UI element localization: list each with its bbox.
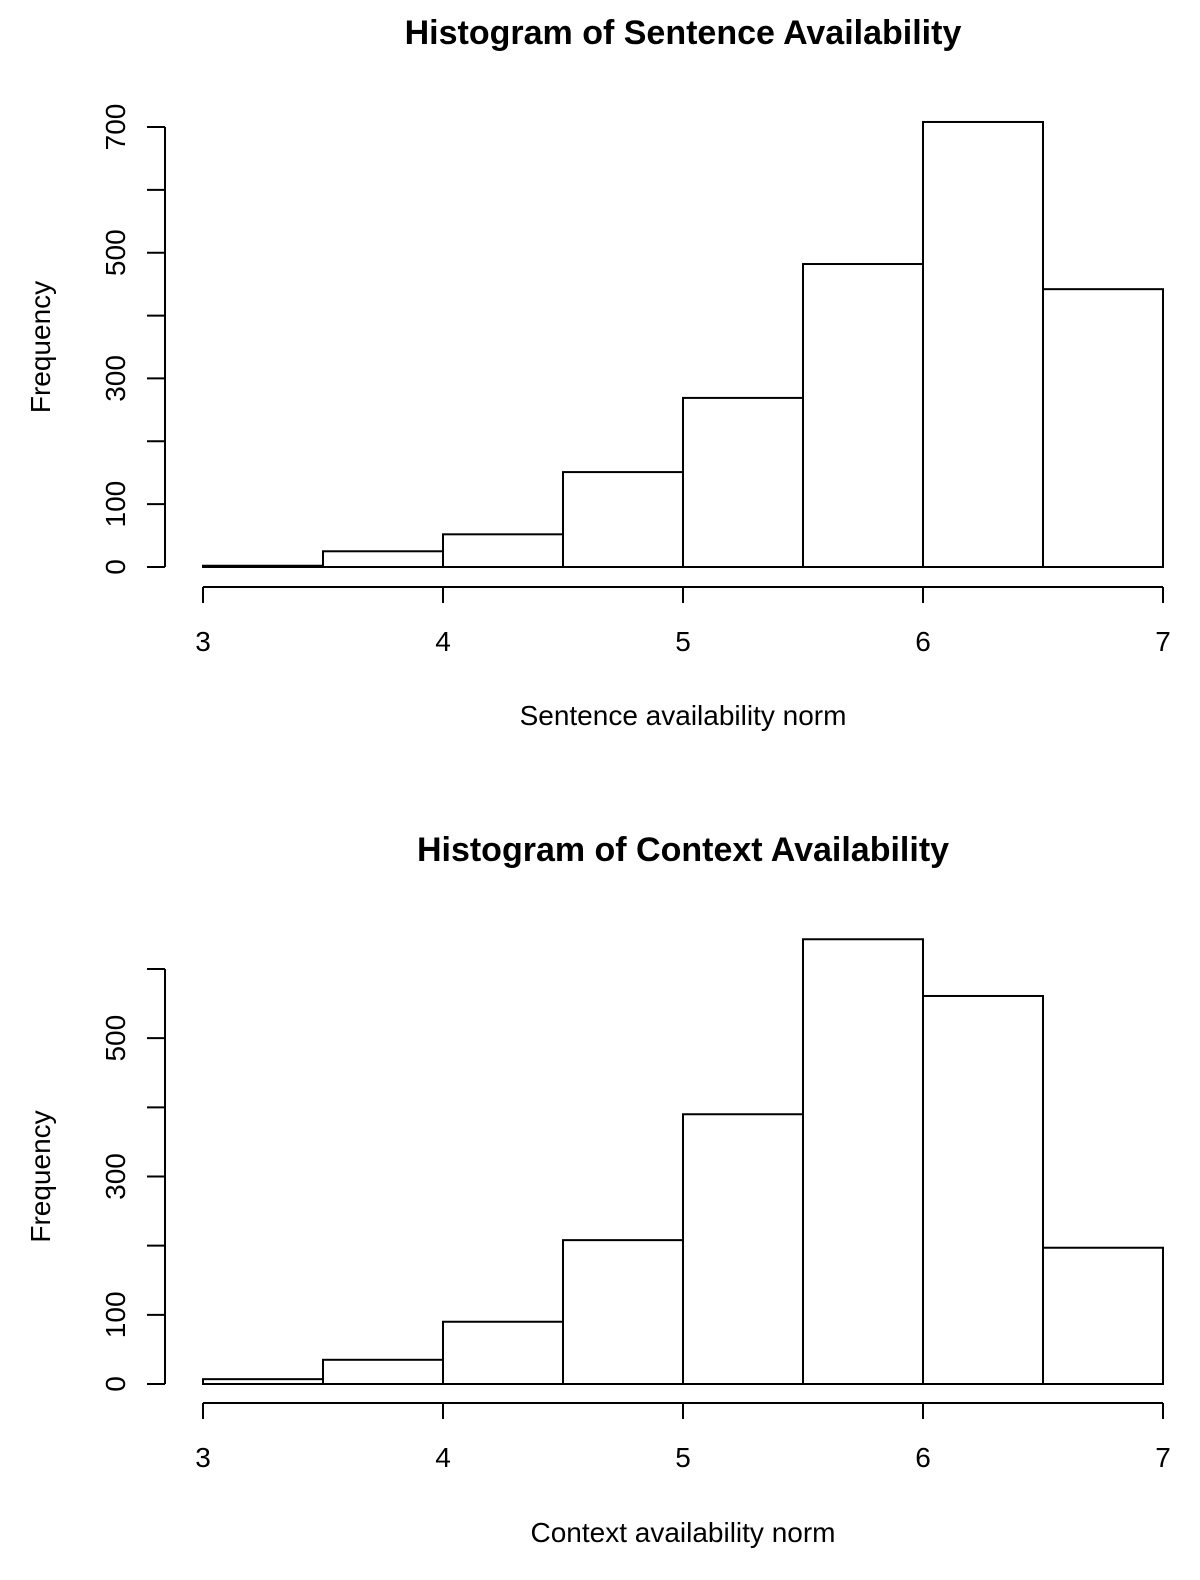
y-tick-label: 300 [100,355,131,402]
histogram-bar [1042,1246,1164,1386]
histogram-bar [922,120,1044,568]
histogram-bar [1042,288,1164,568]
y-tick-label: 100 [100,481,131,528]
histogram-bar [562,1239,684,1385]
histogram-bar [682,396,804,568]
x-tick-label: 6 [915,1442,931,1473]
x-axis-label: Sentence availability norm [520,700,847,731]
y-tick-label: 500 [100,229,131,276]
x-tick-label: 4 [435,1442,451,1473]
y-tick-label: 700 [100,104,131,151]
histogram-bar [202,564,324,569]
x-tick-label: 5 [675,626,691,657]
histogram-bar [802,263,924,568]
x-axis-label: Context availability norm [530,1517,835,1548]
y-tick-label: 0 [100,559,131,575]
histogram-bar [922,994,1044,1385]
x-tick-label: 7 [1155,626,1171,657]
y-tick-label: 300 [100,1153,131,1200]
histogram-panel-2: Histogram of Context Availability 3 4 5 6 7 Co… [25,831,1171,1548]
histogram-bar [442,533,564,568]
histogram-panel-1: Histogram of Sentence Availability 3 4 5 6 7 S… [25,14,1171,731]
chart-title: Histogram of Sentence Availability [405,14,962,52]
x-tick-label: 3 [195,626,211,657]
histogram-bar [562,471,684,569]
x-tick-label: 4 [435,626,451,657]
x-tick-label: 3 [195,1442,211,1473]
y-axis-label: Frequency [25,281,56,413]
histogram-bar [322,1358,444,1385]
y-tick-label: 0 [100,1376,131,1392]
x-tick-label: 7 [1155,1442,1171,1473]
x-tick-label: 5 [675,1442,691,1473]
x-tick-label: 6 [915,626,931,657]
histogram-bar [442,1320,564,1385]
chart-title: Histogram of Context Availability [417,831,949,869]
y-tick-label: 500 [100,1015,131,1062]
histogram-bar [202,1378,324,1385]
histogram-bar [802,938,924,1386]
y-tick-label: 100 [100,1291,131,1338]
histogram-bar [682,1113,804,1385]
y-axis-label: Frequency [25,1110,56,1242]
histogram-bar [322,550,444,568]
